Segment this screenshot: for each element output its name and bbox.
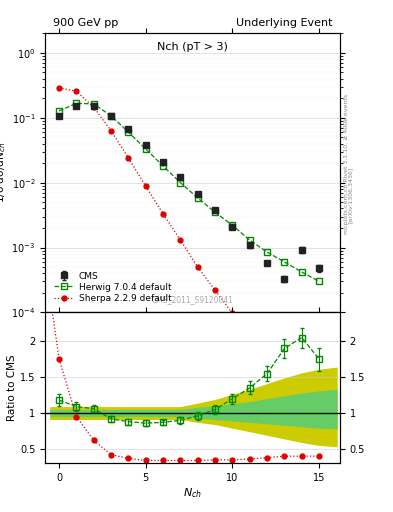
Sherpa 2.2.9 default	[92, 104, 96, 110]
Text: Underlying Event: Underlying Event	[235, 18, 332, 28]
Herwig 7.0.4 default	[143, 146, 148, 152]
Text: mcplots.cern.ch Rivet 3.1.10, ≥ 400k events: mcplots.cern.ch Rivet 3.1.10, ≥ 400k eve…	[344, 94, 349, 234]
Herwig 7.0.4 default	[161, 163, 165, 169]
Herwig 7.0.4 default	[195, 195, 200, 201]
Text: [arXiv:1306.3436]: [arXiv:1306.3436]	[348, 166, 353, 223]
Herwig 7.0.4 default	[282, 259, 287, 265]
Sherpa 2.2.9 default	[143, 183, 148, 189]
Herwig 7.0.4 default	[299, 269, 304, 275]
Legend: CMS, Herwig 7.0.4 default, Sherpa 2.2.9 default: CMS, Herwig 7.0.4 default, Sherpa 2.2.9 …	[50, 267, 176, 308]
Herwig 7.0.4 default	[213, 209, 217, 216]
Sherpa 2.2.9 default	[265, 349, 270, 355]
Herwig 7.0.4 default	[109, 113, 114, 119]
Herwig 7.0.4 default	[248, 237, 252, 243]
Herwig 7.0.4 default	[74, 100, 79, 106]
Sherpa 2.2.9 default	[178, 237, 183, 243]
Herwig 7.0.4 default	[92, 101, 96, 107]
Herwig 7.0.4 default	[178, 180, 183, 186]
Sherpa 2.2.9 default	[126, 155, 131, 161]
Text: CMS_2011_S9120041: CMS_2011_S9120041	[152, 295, 233, 304]
Line: Herwig 7.0.4 default: Herwig 7.0.4 default	[56, 100, 322, 285]
Text: Nch (pT > 3): Nch (pT > 3)	[157, 41, 228, 52]
Sherpa 2.2.9 default	[109, 127, 114, 134]
Herwig 7.0.4 default	[317, 279, 321, 285]
Line: Sherpa 2.2.9 default: Sherpa 2.2.9 default	[57, 86, 321, 408]
Herwig 7.0.4 default	[265, 249, 270, 255]
Herwig 7.0.4 default	[57, 108, 61, 114]
Sherpa 2.2.9 default	[57, 84, 61, 91]
Sherpa 2.2.9 default	[230, 310, 235, 316]
Sherpa 2.2.9 default	[161, 211, 165, 217]
Y-axis label: Ratio to CMS: Ratio to CMS	[7, 355, 17, 421]
Y-axis label: 1/σ dσ/dN$_{ch}$: 1/σ dσ/dN$_{ch}$	[0, 142, 9, 203]
Sherpa 2.2.9 default	[282, 367, 287, 373]
Sherpa 2.2.9 default	[213, 287, 217, 293]
Sherpa 2.2.9 default	[74, 88, 79, 94]
Sherpa 2.2.9 default	[317, 402, 321, 409]
X-axis label: $N_{ch}$: $N_{ch}$	[183, 486, 202, 500]
Herwig 7.0.4 default	[126, 129, 131, 135]
Sherpa 2.2.9 default	[248, 330, 252, 336]
Sherpa 2.2.9 default	[195, 264, 200, 270]
Text: 900 GeV pp: 900 GeV pp	[53, 18, 118, 28]
Herwig 7.0.4 default	[230, 222, 235, 228]
Sherpa 2.2.9 default	[299, 385, 304, 391]
